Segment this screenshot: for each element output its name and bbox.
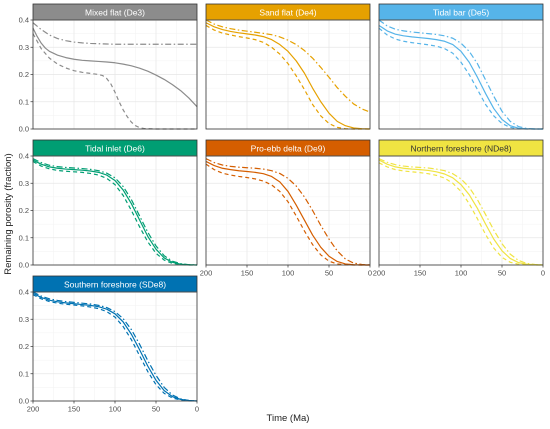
x-tick-label: 50 [152,405,160,414]
y-tick-label: 0.4 [19,16,29,25]
x-tick-label: 150 [68,405,81,414]
y-tick-label: 0.3 [19,43,29,52]
series-line-dashed [32,294,198,402]
panel-title: Tidal bar (De5) [433,7,490,17]
y-tick-label: 0.4 [19,152,29,161]
panel-title: Pro-ebb delta (De9) [251,143,326,153]
x-tick-label: 100 [282,269,295,278]
x-tick-label: 150 [241,269,254,278]
panel-border [205,19,371,130]
panel-border [378,19,544,130]
panel-6: Southern foreshore (SDe8) 0.0 0.1 0.2 0.3 0.4… [19,275,199,414]
series-line-dashed [32,33,197,130]
panel-1: Sand flat (De4) [205,3,371,130]
series-line-dashed [378,162,543,266]
y-tick-label: 0.1 [19,369,29,378]
y-tick-label: 0.2 [19,70,29,79]
x-tick-label: 200 [373,269,386,278]
series-line-solid [378,159,544,266]
series-line-solid [378,24,543,130]
y-tick-label: 0.1 [19,97,29,106]
series-line-dashdot [32,22,197,45]
y-tick-label: 0.3 [19,315,29,324]
panel-title: Sand flat (De4) [259,7,316,17]
series-line-dashed [205,163,370,266]
panel-title: Tidal inlet (De6) [85,143,145,153]
panel-3: Tidal inlet (De6) 0.0 0.1 0.2 0.3 0.4 [19,139,198,270]
panel-0: Mixed flat (De3) 0.0 0.1 0.2 0.3 0.4 [19,3,198,134]
x-tick-label: 100 [109,405,122,414]
x-tick-label: 50 [325,269,333,278]
series-line-dashdot [378,158,544,266]
series-line-dashdot [32,291,198,402]
series-line-dashed [205,24,370,130]
y-tick-label: 0.0 [19,261,29,270]
y-tick-label: 0.1 [19,233,29,242]
x-axis-title: Time (Ma) [267,413,310,424]
series-line-solid [205,22,371,130]
x-tick-label: 0 [368,269,372,278]
y-tick-label: 0.2 [19,342,29,351]
series-line-dashdot [378,19,543,130]
x-tick-label: 50 [498,269,506,278]
series-line-solid [32,27,198,108]
series-line-dashdot [205,158,371,266]
y-axis-title: Remaining porosity (fraction) [3,153,14,274]
panel-2: Tidal bar (De5) [378,3,544,130]
y-tick-label: 0.0 [19,125,29,134]
y-tick-label: 0.3 [19,179,29,188]
series-line-solid [32,292,198,402]
series-line-dashed [32,160,197,266]
series-line-dashdot [205,19,371,113]
panel-5: Northern foreshore (NDe8) 200 150 100 50 0 [373,139,545,278]
x-tick-label: 0 [195,405,199,414]
panel-title: Southern foreshore (SDe8) [64,279,166,289]
y-tick-label: 0.4 [19,288,29,297]
panel-title: Mixed flat (De3) [85,7,145,17]
panel-4: Pro-ebb delta (De9) 200 150 100 50 0 [200,139,372,278]
x-tick-label: 200 [200,269,213,278]
x-tick-label: 150 [414,269,427,278]
series-line-dashed [378,27,543,130]
series-line-solid [205,160,370,266]
y-tick-label: 0.0 [19,397,29,406]
x-tick-label: 100 [455,269,468,278]
x-tick-label: 0 [541,269,545,278]
x-tick-label: 200 [27,405,40,414]
series-line-dashdot [32,158,198,266]
y-tick-label: 0.2 [19,206,29,215]
series-line-solid [32,159,198,266]
panel-title: Northern foreshore (NDe8) [410,143,511,153]
